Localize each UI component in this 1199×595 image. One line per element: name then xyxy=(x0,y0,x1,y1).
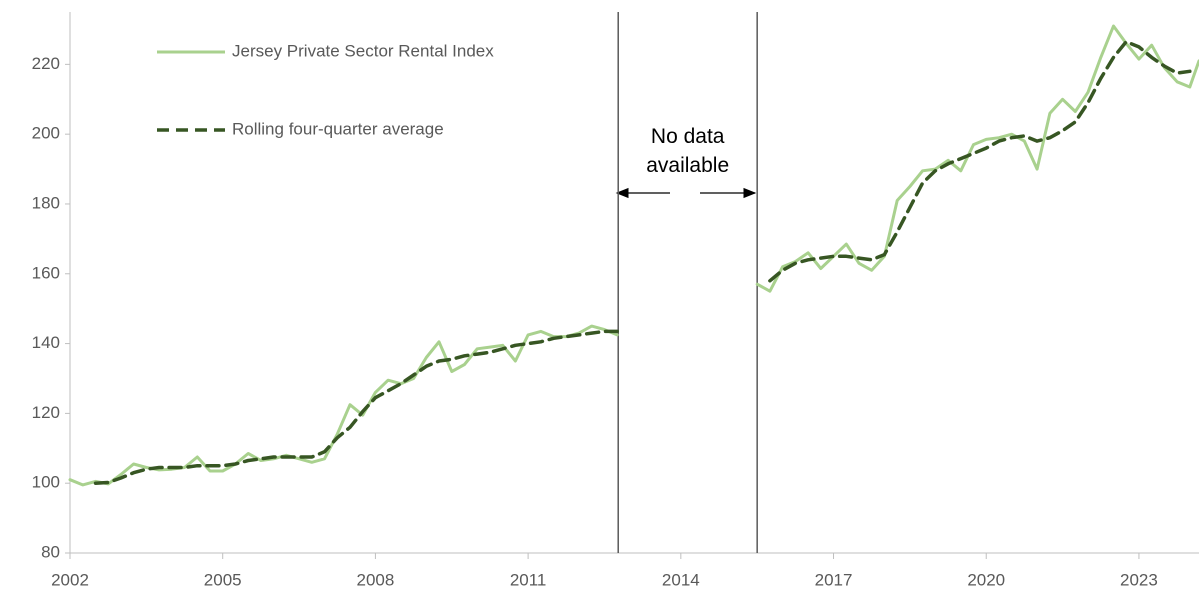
series-line xyxy=(93,39,1192,485)
series-line xyxy=(68,24,1199,487)
x-tick-label: 2002 xyxy=(51,570,89,589)
x-tick-label: 2023 xyxy=(1120,570,1158,589)
x-tick-label: 2011 xyxy=(510,570,547,589)
y-tick-label: 160 xyxy=(32,263,60,282)
y-tick-label: 220 xyxy=(32,54,60,73)
annotation: No data available xyxy=(646,125,729,177)
y-tick-label: 80 xyxy=(41,542,60,561)
x-tick-label: 2005 xyxy=(204,570,242,589)
y-tick-label: 140 xyxy=(32,333,60,352)
y-tick-label: 100 xyxy=(32,473,60,492)
x-tick-label: 2008 xyxy=(356,570,394,589)
legend-label: Jersey Private Sector Rental Index xyxy=(232,41,494,60)
y-tick-label: 180 xyxy=(32,193,60,212)
legend-label: Rolling four-quarter average xyxy=(232,119,444,138)
x-tick-label: 2020 xyxy=(967,570,1005,589)
x-tick-label: 2014 xyxy=(662,570,700,589)
y-tick-label: 200 xyxy=(32,124,60,143)
x-tick-label: 2017 xyxy=(815,570,853,589)
y-tick-label: 120 xyxy=(32,403,60,422)
